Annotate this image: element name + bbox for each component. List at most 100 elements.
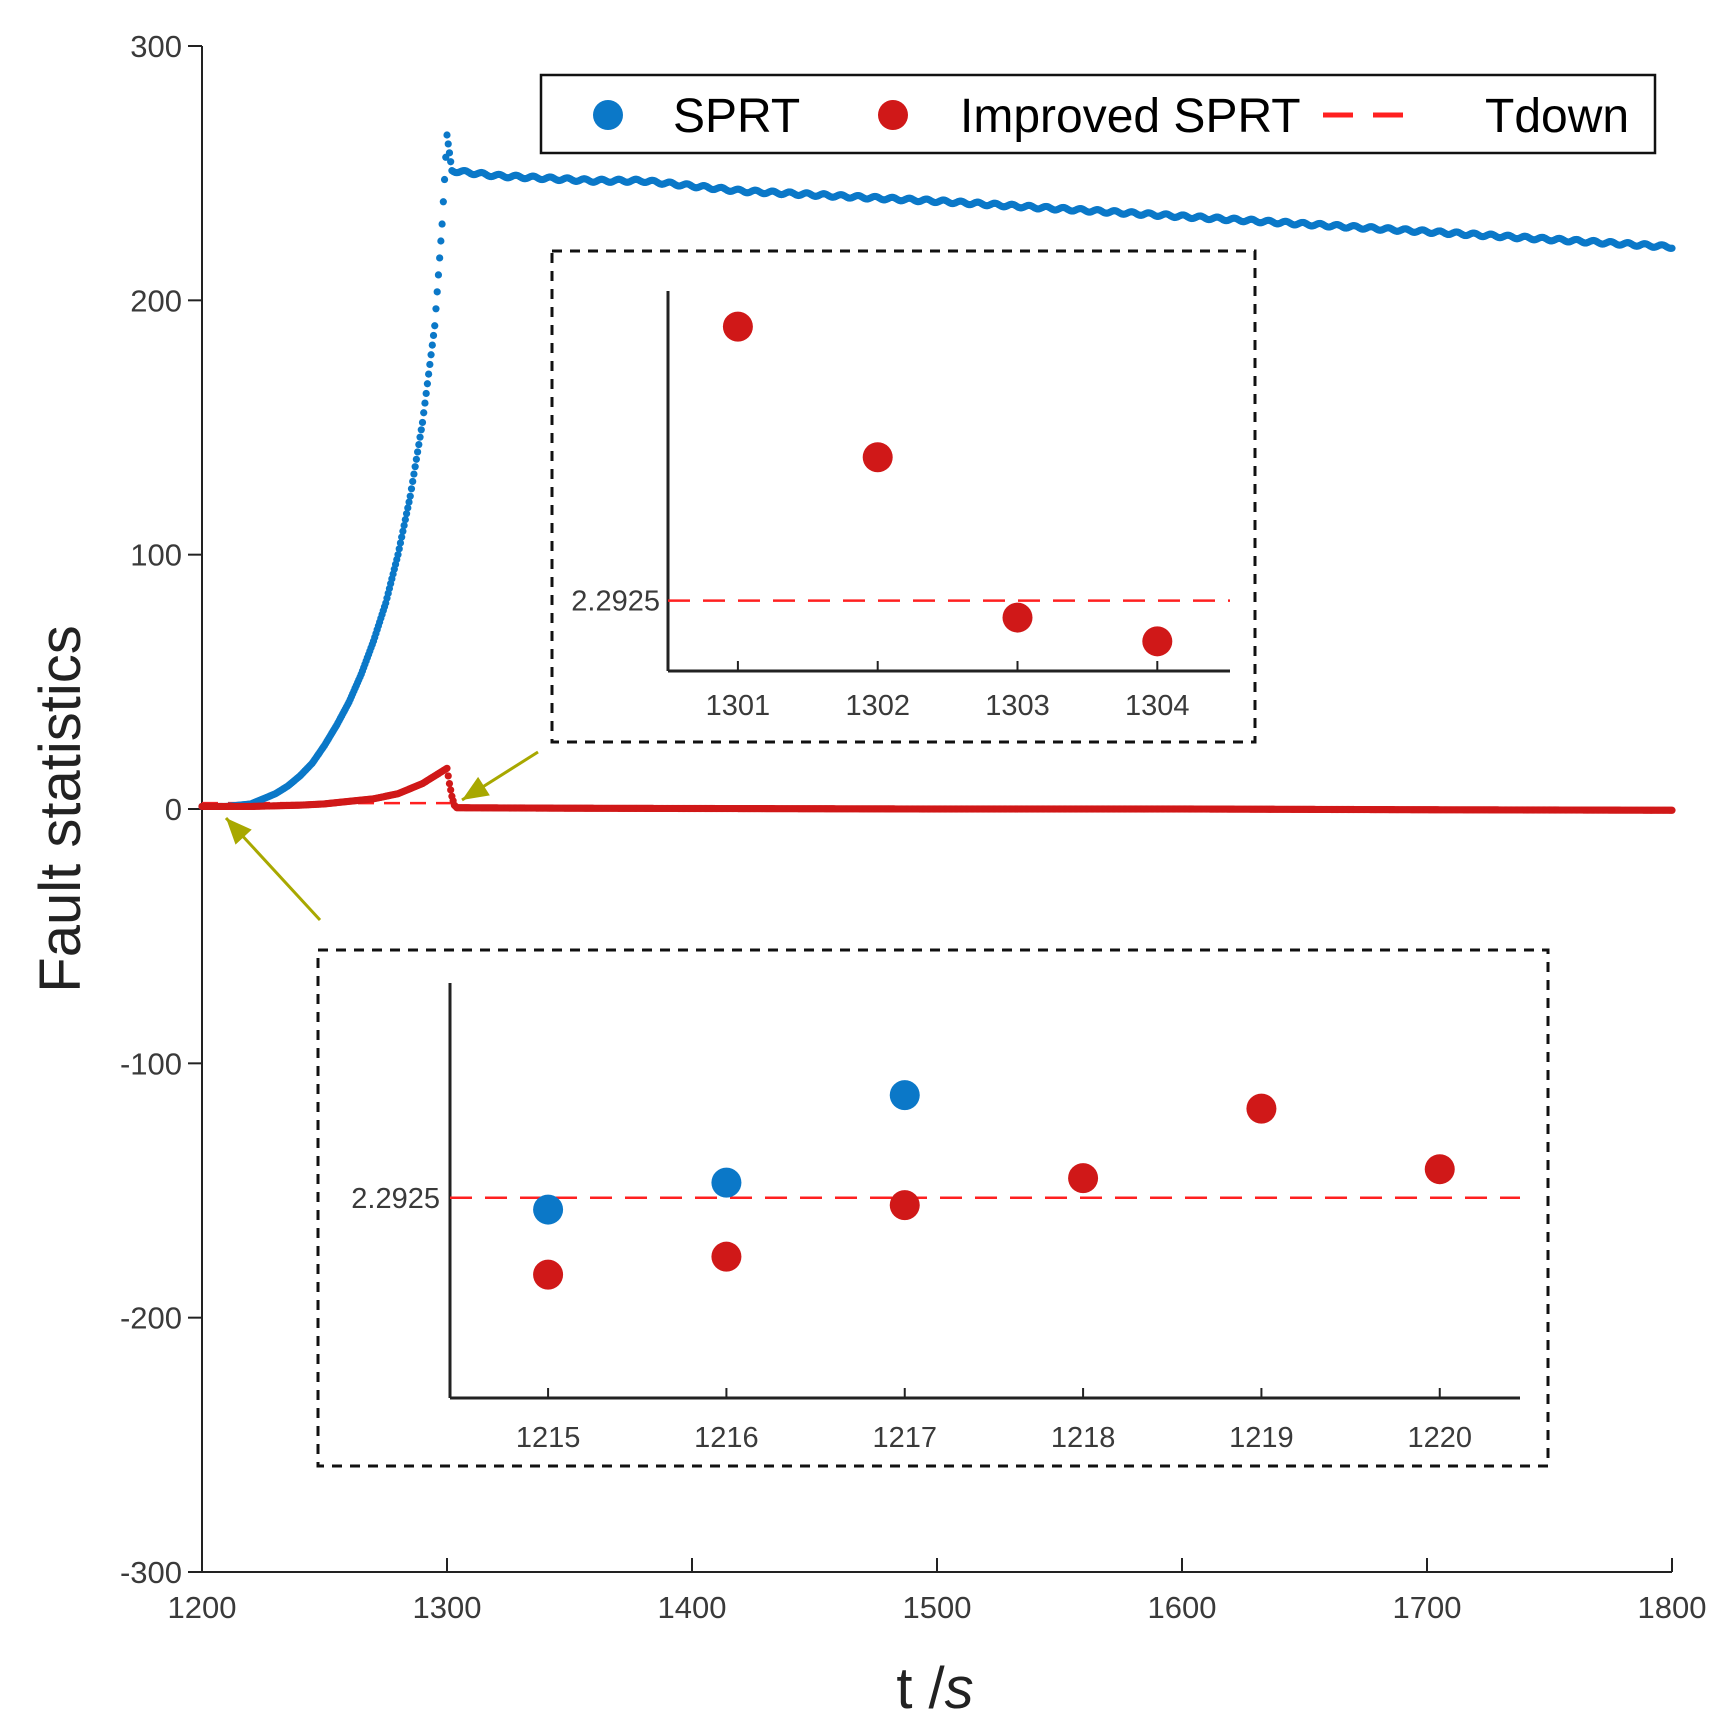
data-point [436, 254, 444, 262]
inset-frame [550, 249, 1257, 744]
data-point [426, 360, 434, 369]
data-point [427, 351, 435, 359]
legend-marker [878, 100, 908, 130]
data-point [394, 551, 402, 559]
data-point [415, 440, 423, 449]
upper-inset: 1301 1302 1303 1304 2.2925 [550, 249, 1257, 744]
data-point [407, 485, 416, 493]
y-tick-label: 200 [130, 283, 182, 318]
arrow-head [462, 776, 490, 800]
data-point [429, 331, 438, 340]
inset-x-tick-label: 1216 [694, 1422, 759, 1454]
x-axis-label: t /s [896, 1656, 973, 1721]
data-point [404, 504, 412, 512]
y-tick-label: -100 [120, 1046, 182, 1081]
series-sprt [198, 131, 1676, 811]
inset-x-tick-label: 1217 [872, 1422, 937, 1454]
data-point [420, 409, 428, 417]
inset-x-tick-label: 1218 [1051, 1422, 1116, 1454]
inset-point-improved-sprt [722, 311, 753, 342]
inset-point-sprt [889, 1080, 920, 1111]
data-point [447, 158, 455, 166]
data-point [433, 288, 441, 296]
legend-label: SPRT [673, 90, 800, 143]
zoom-arrows [224, 750, 539, 922]
inset-point-improved-sprt [1068, 1163, 1099, 1194]
data-point [422, 389, 430, 398]
data-point [425, 370, 433, 378]
data-point [405, 498, 413, 506]
inset-point-improved-sprt [1246, 1093, 1277, 1124]
inset-point-improved-sprt [1002, 602, 1033, 633]
inset-point-sprt [711, 1167, 742, 1198]
data-point [395, 545, 403, 553]
inset-point-improved-sprt [889, 1190, 920, 1221]
lower-inset: 1215 1216 1217 1218 1219 1220 2.2925 [316, 948, 1550, 1468]
y-tick-label: 300 [130, 29, 182, 64]
x-tick-label: 1400 [658, 1590, 727, 1625]
x-tick-label: 1200 [168, 1590, 237, 1625]
data-point [409, 477, 417, 486]
data-point [402, 510, 411, 518]
series-layer [198, 131, 1676, 814]
inset-x-tick-label: 1219 [1229, 1422, 1294, 1454]
data-point [443, 131, 451, 139]
inset-x-tick-label: 1215 [516, 1422, 581, 1454]
legend-box [539, 73, 1657, 155]
data-point [421, 399, 429, 407]
data-point [443, 764, 451, 772]
inset-threshold-label: 2.2925 [351, 1183, 440, 1215]
data-point [1668, 244, 1676, 252]
y-tick-label: -300 [120, 1555, 182, 1590]
legend-marker [593, 100, 623, 130]
x-tick-label: 1600 [1148, 1590, 1217, 1625]
inset-x-tick-label: 1303 [985, 690, 1050, 722]
data-point [398, 533, 406, 541]
data-point [431, 322, 439, 330]
y-tick-label: -200 [120, 1301, 182, 1336]
inset-point-improved-sprt [533, 1259, 564, 1290]
legend-label: Tdown [1485, 90, 1629, 143]
data-point [1668, 806, 1676, 814]
inset-frame [316, 948, 1550, 1468]
inset-threshold-label: 2.2925 [571, 586, 660, 618]
data-point [406, 492, 414, 500]
inset-point-improved-sprt [711, 1241, 742, 1272]
data-point [401, 515, 409, 524]
data-point [440, 175, 449, 184]
legend-label: Improved SPRT [960, 90, 1301, 143]
series-improved-sprt [198, 764, 1676, 814]
inset-point-improved-sprt [862, 442, 893, 473]
data-point [412, 455, 420, 463]
legend: SPRT Improved SPRT Tdown [539, 73, 1657, 155]
x-tick-label: 1500 [903, 1590, 972, 1625]
data-point [428, 341, 436, 349]
data-point [414, 448, 422, 456]
data-point [417, 426, 425, 434]
data-point [399, 527, 407, 535]
inset-x-tick-label: 1301 [706, 690, 771, 722]
inset-point-sprt [533, 1194, 564, 1225]
inset-point-improved-sprt [1142, 626, 1173, 657]
x-tick-label: 1300 [413, 1590, 482, 1625]
data-point [437, 237, 445, 245]
data-point [444, 140, 452, 148]
data-point [416, 433, 424, 441]
x-tick-label: 1700 [1393, 1590, 1462, 1625]
data-point [447, 786, 455, 794]
data-point [396, 539, 405, 547]
arrow-head [226, 818, 252, 845]
data-point [400, 521, 408, 530]
data-point [445, 149, 454, 157]
data-point [434, 271, 443, 279]
inset-x-tick-label: 1220 [1407, 1422, 1472, 1454]
y-tick-label: 100 [130, 538, 182, 573]
inset-x-tick-label: 1302 [845, 690, 910, 722]
data-point [411, 463, 419, 471]
data-point [410, 470, 418, 478]
data-point [439, 198, 447, 206]
data-point [423, 380, 431, 388]
